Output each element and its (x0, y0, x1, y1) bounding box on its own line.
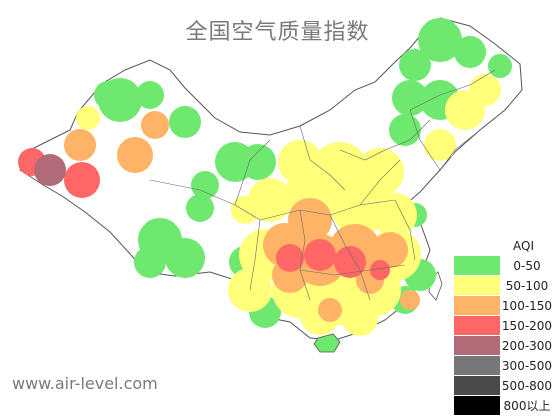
legend-swatch (454, 296, 500, 315)
aqi-legend: AQI 0-50 50-100 100-150 150-200 200-300 … (454, 236, 554, 416)
aqi-area-sensitive (117, 137, 153, 173)
aqi-area-moderate (248, 178, 292, 222)
aqi-area-unhealthy (370, 260, 390, 280)
aqi-area-moderate (342, 300, 378, 336)
aqi-area-sensitive (372, 232, 408, 268)
legend-label: 300-500 (501, 358, 553, 373)
legend-swatch (454, 376, 500, 395)
legend-row: 0-50 (454, 256, 554, 275)
legend-label: 150-200 (501, 318, 553, 333)
legend-swatch (454, 276, 500, 295)
legend-label: 100-150 (501, 298, 553, 313)
aqi-area-good (136, 81, 164, 109)
aqi-area-good (134, 246, 166, 278)
legend-label: 200-300 (501, 338, 553, 353)
aqi-area-good (399, 49, 431, 81)
hainan-island (313, 333, 341, 353)
legend-swatch (454, 396, 500, 415)
aqi-overlay (18, 18, 512, 336)
legend-row: 50-100 (454, 276, 554, 295)
aqi-area-unhealthy (334, 246, 366, 278)
legend-row: 100-150 (454, 296, 554, 315)
legend-label: 500-800 (501, 378, 553, 393)
legend-label: 50-100 (505, 278, 549, 293)
legend-title: AQI (513, 239, 534, 253)
aqi-area-sensitive (141, 111, 169, 139)
aqi-area-unhealthy (276, 244, 304, 272)
aqi-area-good (191, 171, 219, 199)
legend-swatch (454, 356, 500, 375)
province-borders (149, 69, 496, 301)
aqi-area-good (186, 194, 214, 222)
aqi-area-good (165, 238, 205, 278)
aqi-area-good (488, 54, 512, 78)
aqi-area-good (418, 18, 462, 62)
aqi-area-good (94, 81, 122, 109)
legend-row: 150-200 (454, 316, 554, 335)
aqi-area-moderate (373, 193, 417, 237)
aqi-area-moderate (445, 90, 485, 130)
aqi-area-unhealthy (64, 162, 100, 198)
aqi-area-sensitive (64, 129, 96, 161)
legend-swatch (454, 336, 500, 355)
aqi-area-good (454, 36, 486, 68)
aqi-area-sensitive (318, 298, 342, 322)
aqi-area-good (392, 80, 428, 116)
aqi-area-moderate (424, 129, 456, 161)
aqi-area-good (389, 114, 421, 146)
legend-row: 800以上 (454, 396, 554, 415)
aqi-area-good (240, 144, 276, 180)
legend-row: 500-800 (454, 376, 554, 395)
legend-row: 300-500 (454, 356, 554, 375)
legend-swatch (454, 256, 500, 275)
source-watermark[interactable]: www.air-level.com (12, 374, 158, 393)
china-aqi-map (18, 17, 523, 353)
legend-row: 200-300 (454, 336, 554, 355)
legend-label: 0-50 (513, 258, 541, 273)
aqi-area-unhealthy (304, 239, 336, 271)
aqi-area-good (169, 106, 201, 138)
aqi-area-moderate (76, 106, 100, 130)
legend-swatch (454, 316, 500, 335)
aqi-area-very-unhealthy (34, 154, 66, 186)
map-title: 全国空气质量指数 (185, 20, 370, 45)
aqi-area-sensitive (400, 290, 420, 310)
